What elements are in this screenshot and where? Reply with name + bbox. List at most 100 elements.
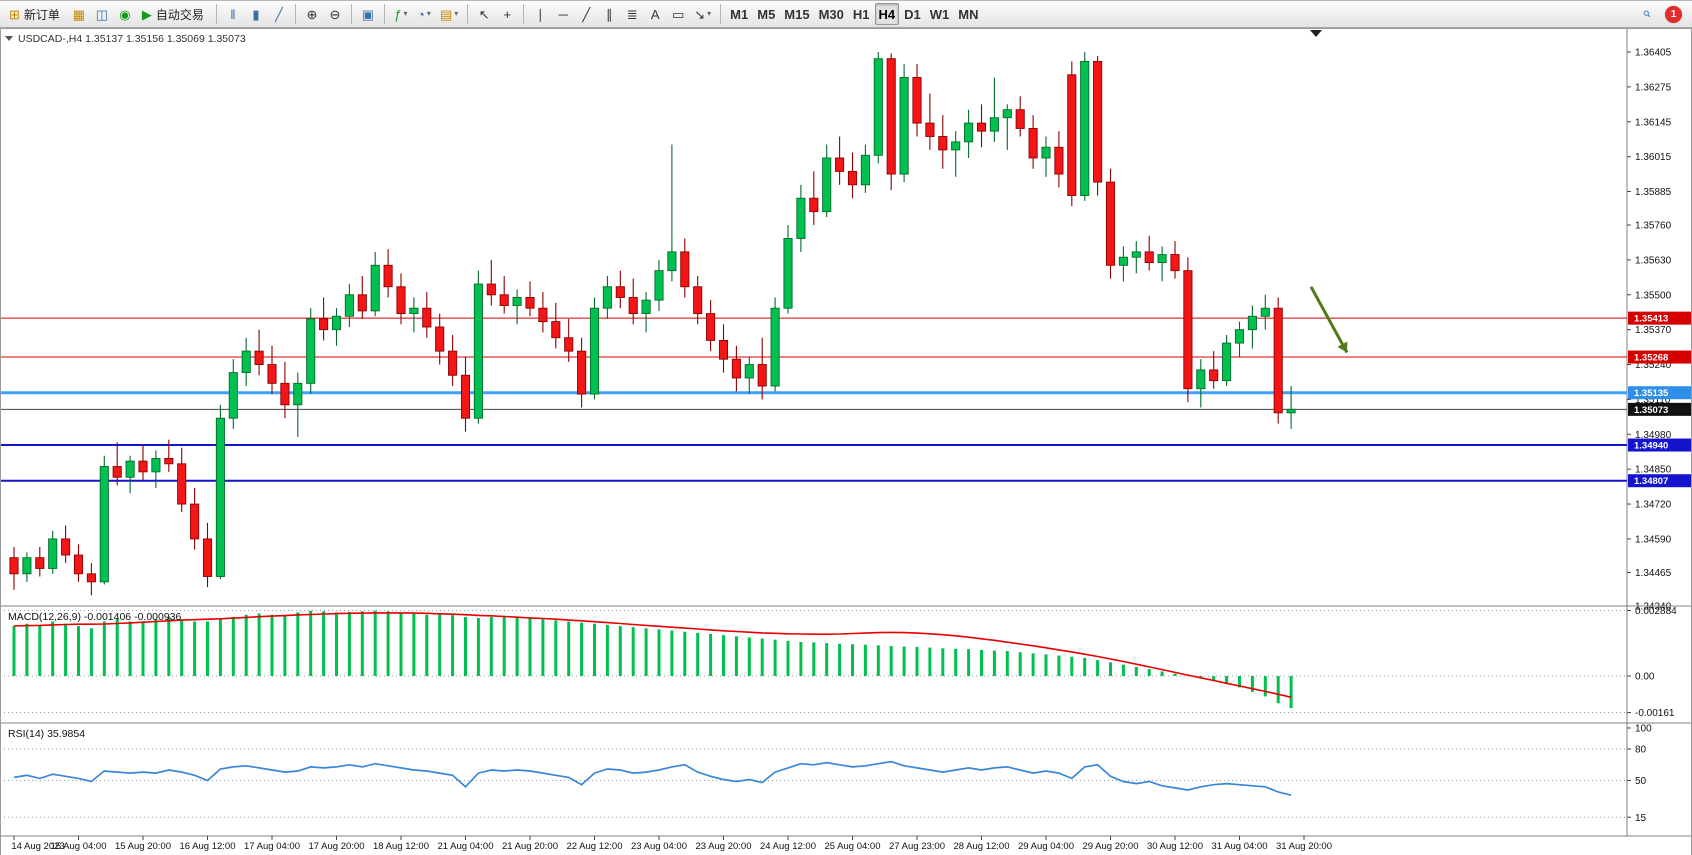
candle [280,361,290,419]
candle [744,356,754,395]
time-label[interactable]: 23 Aug 20:00 [696,841,752,852]
vertical-line-button[interactable]: ∣ [529,3,551,25]
time-label[interactable]: 29 Aug 20:00 [1083,841,1139,852]
navigator-icon: ◉ [119,6,131,22]
horizontal-line-button[interactable]: ─ [552,3,574,25]
fibonacci-button[interactable]: ≣ [621,3,643,25]
channel-button[interactable]: ∥ [598,3,620,25]
candle [783,225,793,314]
cursor-button[interactable]: ↖ [473,3,495,25]
time-label[interactable]: 31 Aug 20:00 [1276,841,1332,852]
candle [628,278,638,325]
macd-histogram [12,610,1293,709]
chart-shift-marker[interactable] [1310,30,1322,37]
label-tool-button[interactable]: ▭ [667,3,689,25]
price-tick-label: 1.35760 [1635,221,1672,232]
market-watch-button[interactable]: ◫ [91,3,113,25]
rsi-tick-label: 15 [1635,813,1647,824]
candle [1183,257,1193,403]
timeframe-m15[interactable]: M15 [780,3,813,25]
line-chart-icon: ╱ [275,6,283,22]
time-label[interactable]: 14 Aug 2023 [11,841,64,852]
candle [615,270,625,309]
price-tick-label: 1.35240 [1635,360,1672,371]
trendline-button[interactable]: ╱ [575,3,597,25]
navigator-button[interactable]: ◉ [114,3,136,25]
candle [293,372,303,437]
algo-trading-button[interactable]: ▶ 自动交易 [137,3,211,25]
candle [538,292,548,333]
candle [989,77,999,142]
price-tick-label: 1.34590 [1635,534,1672,545]
time-label[interactable]: 22 Aug 12:00 [567,841,623,852]
time-label[interactable]: 31 Aug 04:00 [1212,841,1268,852]
time-label[interactable]: 18 Aug 12:00 [373,841,429,852]
zoom-in-button[interactable]: ⊕ [301,3,323,25]
candle [1170,241,1180,279]
candle [1273,297,1283,424]
arrows-button[interactable]: ↘ ▾ [690,3,715,25]
candle [1144,235,1154,271]
chart-menu-icon[interactable] [5,36,13,41]
templates-button[interactable]: ▤ ▾ [436,3,462,25]
time-label[interactable]: 21 Aug 20:00 [502,841,558,852]
time-label[interactable]: 30 Aug 12:00 [1147,841,1203,852]
candle [551,302,561,349]
notification-badge[interactable]: 1 [1665,5,1682,23]
new-order-button[interactable]: ⊞ 新订单 [4,3,67,25]
time-label[interactable]: 27 Aug 23:00 [889,841,945,852]
timeframe-h1[interactable]: H1 [849,3,874,25]
candle [190,487,200,550]
rsi-tick-label: 100 [1635,724,1652,735]
crosshair-button[interactable]: + [496,3,518,25]
candle [847,152,858,199]
time-label[interactable]: 15 Aug 20:00 [115,841,171,852]
time-label[interactable]: 29 Aug 04:00 [1018,841,1074,852]
candle [809,171,819,226]
candle [860,144,870,193]
drawn-arrow[interactable] [1309,286,1349,354]
time-label[interactable]: 25 Aug 04:00 [825,841,881,852]
timeframe-h4[interactable]: H4 [874,3,900,25]
candlestick-button[interactable]: ▮ [245,3,267,25]
time-label[interactable]: 17 Aug 20:00 [309,841,365,852]
time-label[interactable]: 23 Aug 04:00 [631,841,687,852]
timeframe-m1[interactable]: M1 [726,3,752,25]
search-button[interactable] [1637,4,1657,24]
price-tick-label: 1.34465 [1635,568,1672,579]
timeframe-mn[interactable]: MN [954,3,982,25]
candle [202,522,213,588]
timeframe-m5[interactable]: M5 [753,3,779,25]
bar-chart-button[interactable]: ‖ [222,3,244,25]
price-line-badge: 1.35073 [1628,402,1692,416]
candle [770,297,780,392]
timeframe-w1[interactable]: W1 [926,3,954,25]
timeframe-m30[interactable]: M30 [815,3,848,25]
time-label[interactable]: 16 Aug 12:00 [180,841,236,852]
price-tick-label: 1.34980 [1635,430,1672,441]
candle [267,345,277,395]
indicators-button[interactable]: ƒ ▾ [390,3,412,25]
candle [1260,294,1270,330]
macd-signal-line [13,612,1292,699]
text-tool-button[interactable]: A [644,3,666,25]
timeframe-d1[interactable]: D1 [900,3,925,25]
chart-canvas[interactable]: 1.36405 1.36275 1.36145 1.36015 1.35885 1.357… [0,28,1692,855]
time-label[interactable]: 28 Aug 12:00 [954,841,1010,852]
price-line-badge: 1.34807 [1628,474,1692,488]
tile-windows-button[interactable]: ▣ [357,3,379,25]
time-label[interactable]: 21 Aug 04:00 [438,841,494,852]
periods-button[interactable]: ◔ ▾ [413,3,435,25]
time-label[interactable]: 17 Aug 04:00 [244,841,300,852]
time-label[interactable]: 24 Aug 12:00 [760,841,816,852]
search-icon [1643,10,1651,18]
zoom-out-button[interactable]: ⊖ [324,3,346,25]
chart-windows-button[interactable]: ▦ [68,3,90,25]
toolbar-separator [215,4,217,24]
candle [512,289,522,325]
price-tick-label: 1.36015 [1635,152,1672,163]
line-chart-button[interactable]: ╱ [268,3,290,25]
time-label[interactable]: 15 Aug 04:00 [51,841,107,852]
templates-icon: ▤ [439,6,453,22]
price-tick-label: 1.35110 [1635,395,1671,406]
